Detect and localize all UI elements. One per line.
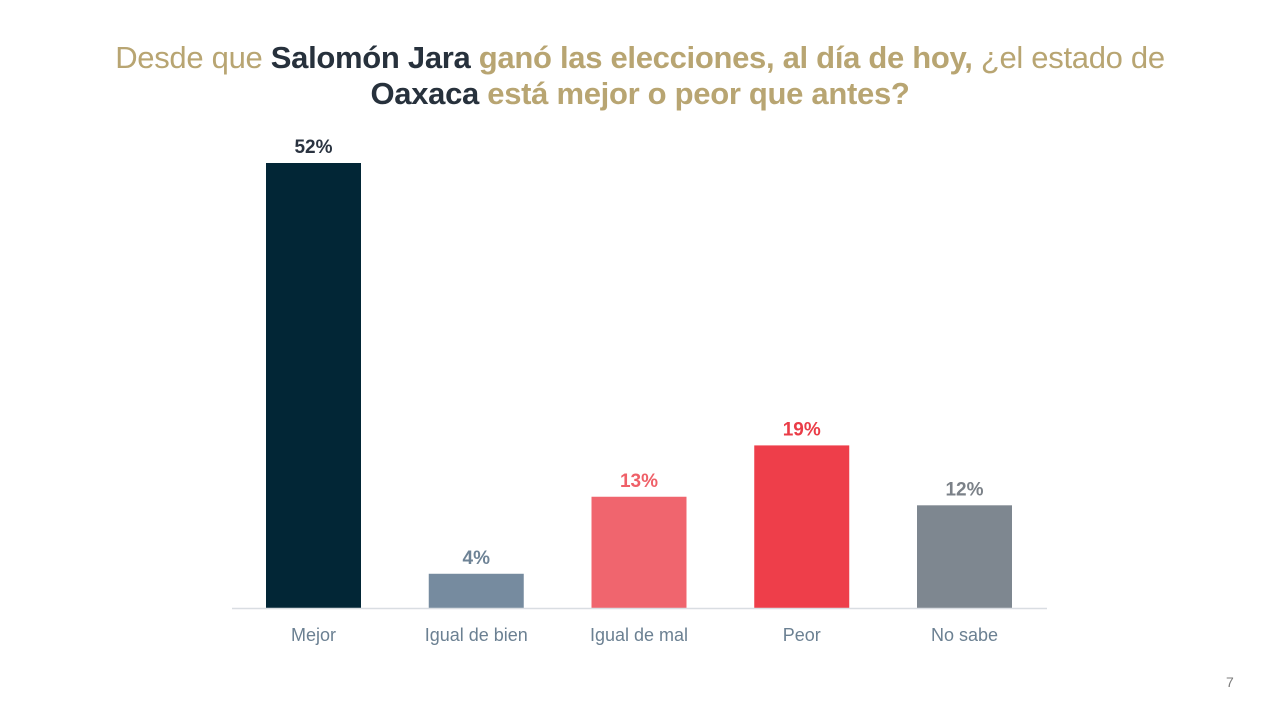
category-label-3: Peor: [783, 625, 821, 645]
value-label-2: 13%: [620, 471, 658, 492]
bar-0: [266, 163, 361, 608]
value-label-0: 52%: [294, 137, 332, 158]
bar-2: [591, 496, 687, 608]
category-label-4: No sabe: [931, 625, 998, 645]
category-label-0: Mejor: [291, 625, 336, 645]
title-line-2: Oaxaca está mejor o peor que antes?: [370, 76, 910, 111]
bar-4: [917, 505, 1012, 608]
category-label-1: Igual de bien: [425, 625, 528, 645]
category-label-2: Igual de mal: [590, 625, 688, 645]
value-label-4: 12%: [945, 479, 983, 500]
value-label-3: 19%: [783, 419, 821, 440]
page-number: 7: [1226, 674, 1234, 690]
bar-3: [754, 445, 850, 608]
chart-title: Desde que Salomón Jara ganó las eleccion…: [90, 40, 1190, 112]
title-line-1: Desde que Salomón Jara ganó las eleccion…: [115, 40, 1165, 75]
bar-1: [428, 573, 524, 608]
value-label-1: 4%: [463, 548, 491, 569]
